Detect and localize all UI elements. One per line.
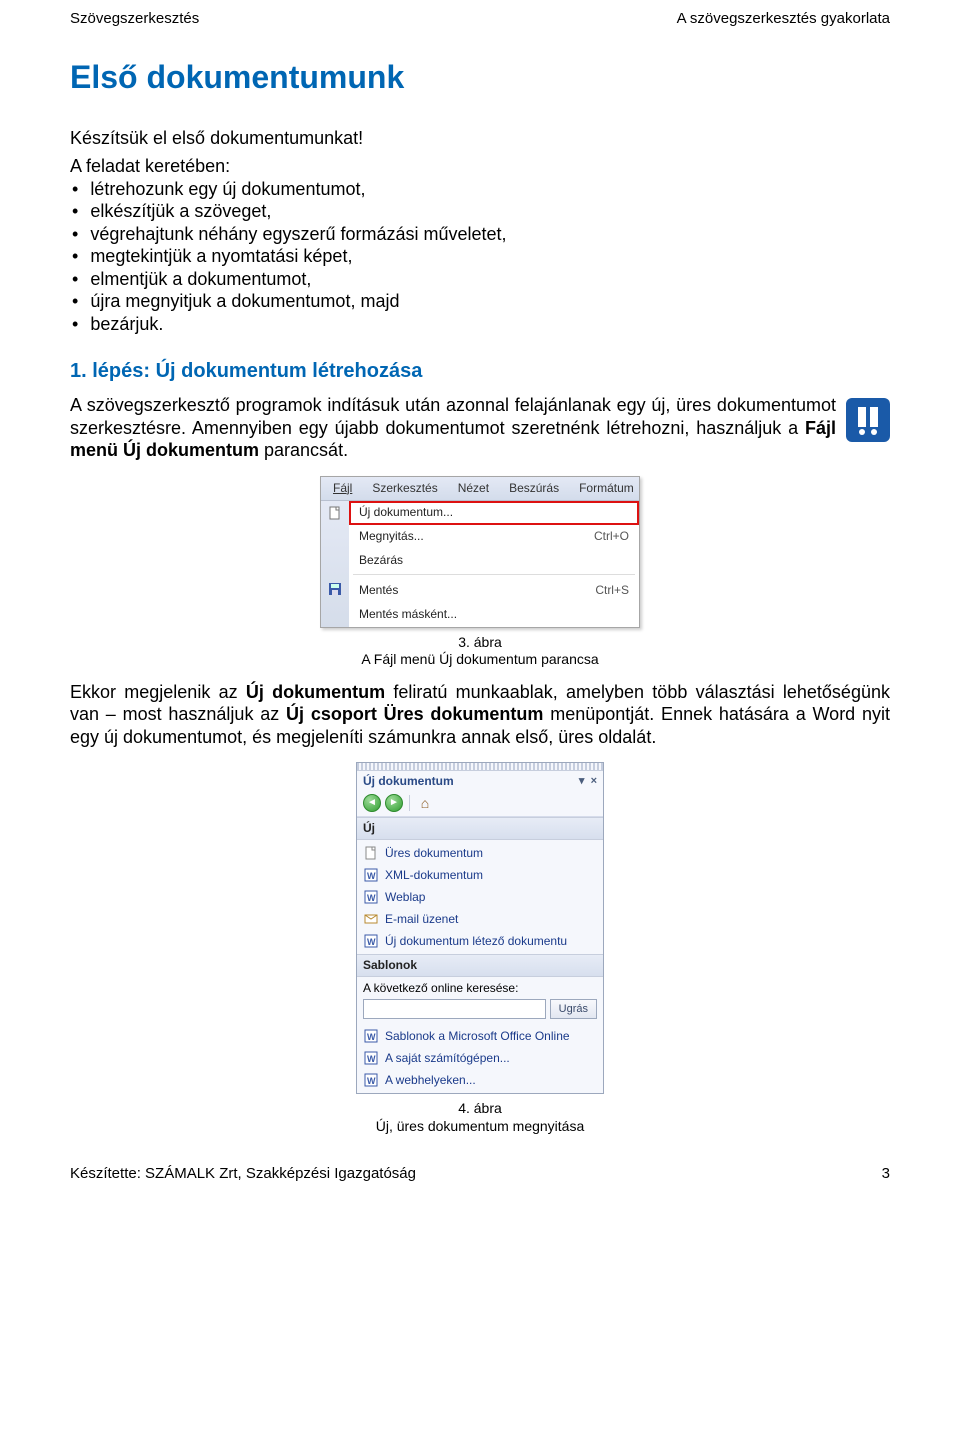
pane-search-input[interactable] (363, 999, 546, 1019)
word-doc-icon: W (363, 867, 379, 883)
task-item: létrehozunk egy új dokumentumot, (72, 178, 890, 201)
pane-item-from-existing[interactable]: W Új dokumentum létező dokumentu (359, 930, 601, 952)
word-doc-icon: W (363, 889, 379, 905)
figure-task-pane: Új dokumentum ▾ × ◄ ► ⌂ Új Üres dokument… (356, 762, 604, 1094)
task-item: bezárjuk. (72, 313, 890, 336)
svg-text:W: W (367, 893, 376, 903)
menu-item-open[interactable]: Megnyitás...Ctrl+O (349, 525, 639, 549)
save-icon (321, 577, 349, 601)
svg-text:W: W (367, 937, 376, 947)
pane-section-new: Új (357, 817, 603, 840)
task-item: újra megnyitjuk a dokumentumot, majd (72, 290, 890, 313)
word-doc-icon: W (363, 933, 379, 949)
pane-title: Új dokumentum (363, 774, 454, 789)
svg-text:W: W (367, 1076, 376, 1086)
step1-heading: 1. lépés: Új dokumentum létrehozása (70, 359, 890, 384)
pane-item-websites[interactable]: W A webhelyeken... (359, 1069, 601, 1091)
task-item: elmentjük a dokumentumot, (72, 268, 890, 291)
pane-item-my-computer[interactable]: W A saját számítógépen... (359, 1047, 601, 1069)
menubar-item[interactable]: Szerkesztés (364, 480, 445, 497)
pane-back-button[interactable]: ◄ (363, 794, 381, 812)
menu-item-save[interactable]: MentésCtrl+S (349, 579, 639, 603)
task-intro-label: A feladat keretében: (70, 155, 890, 178)
pane-dropdown-icon[interactable]: ▾ (579, 775, 585, 787)
new-doc-icon (321, 501, 349, 525)
task-list: létrehozunk egy új dokumentumot, elkészí… (70, 178, 890, 336)
menubar-item[interactable]: Nézet (450, 480, 497, 497)
svg-text:W: W (367, 1054, 376, 1064)
svg-text:W: W (367, 871, 376, 881)
fig2-caption-text: Új, üres dokumentum megnyitása (376, 1118, 585, 1134)
pane-item-email[interactable]: E-mail üzenet (359, 908, 601, 930)
fig2-caption-num: 4. ábra (458, 1100, 502, 1116)
step1-paragraph: A szövegszerkesztő programok indításuk u… (70, 394, 836, 462)
footer-page-number: 3 (882, 1165, 890, 1184)
pane-section-templates: Sablonok (357, 954, 603, 977)
pane-grip[interactable] (357, 763, 603, 771)
pane-forward-button[interactable]: ► (385, 794, 403, 812)
pane-item-xml-doc[interactable]: W XML-dokumentum (359, 864, 601, 886)
word-doc-icon: W (363, 1028, 379, 1044)
intro-text: Készítsük el első dokumentumunkat! (70, 127, 890, 150)
pane-home-icon[interactable]: ⌂ (416, 794, 434, 812)
pane-item-office-online[interactable]: W Sablonok a Microsoft Office Online (359, 1025, 601, 1047)
menubar-item[interactable]: Fájl (325, 480, 360, 497)
menu-item-close[interactable]: Bezárás (349, 549, 639, 573)
header-left: Szövegszerkesztés (70, 10, 199, 29)
pane-item-blank-doc[interactable]: Üres dokumentum (359, 842, 601, 864)
figure-file-menu: Fájl Szerkesztés Nézet Beszúrás Formátum (320, 476, 640, 628)
fig1-caption-text: A Fájl menü Új dokumentum parancsa (361, 651, 598, 667)
blank-doc-icon (363, 845, 379, 861)
fig1-caption-num: 3. ábra (458, 634, 502, 650)
header-right: A szövegszerkesztés gyakorlata (677, 10, 890, 29)
mail-icon (363, 911, 379, 927)
word-doc-icon: W (363, 1050, 379, 1066)
task-item: elkészítjük a szöveget, (72, 200, 890, 223)
menubar-item[interactable]: Formátum (571, 480, 642, 497)
menubar-item[interactable]: Beszúrás (501, 480, 567, 497)
footer-left: Készítette: SZÁMALK Zrt, Szakképzési Iga… (70, 1165, 416, 1184)
task-item: megtekintjük a nyomtatási képet, (72, 245, 890, 268)
svg-text:W: W (367, 1032, 376, 1042)
task-item: végrehajtunk néhány egyszerű formázási m… (72, 223, 890, 246)
pane-search-label: A következő online keresése: (363, 981, 597, 996)
page-title: Első dokumentumunk (70, 57, 890, 97)
menu-item-save-as[interactable]: Mentés másként... (349, 603, 639, 627)
after-fig1-paragraph: Ekkor megjelenik az Új dokumentum felira… (70, 681, 890, 749)
menu-bar: Fájl Szerkesztés Nézet Beszúrás Formátum (321, 477, 639, 501)
pane-item-webpage[interactable]: W Weblap (359, 886, 601, 908)
menu-item-new-doc[interactable]: Új dokumentum... (349, 501, 639, 525)
word-doc-icon: W (363, 1072, 379, 1088)
pane-close-icon[interactable]: × (591, 775, 597, 787)
attention-icon (846, 398, 890, 442)
pane-search-go-button[interactable]: Ugrás (550, 999, 597, 1019)
